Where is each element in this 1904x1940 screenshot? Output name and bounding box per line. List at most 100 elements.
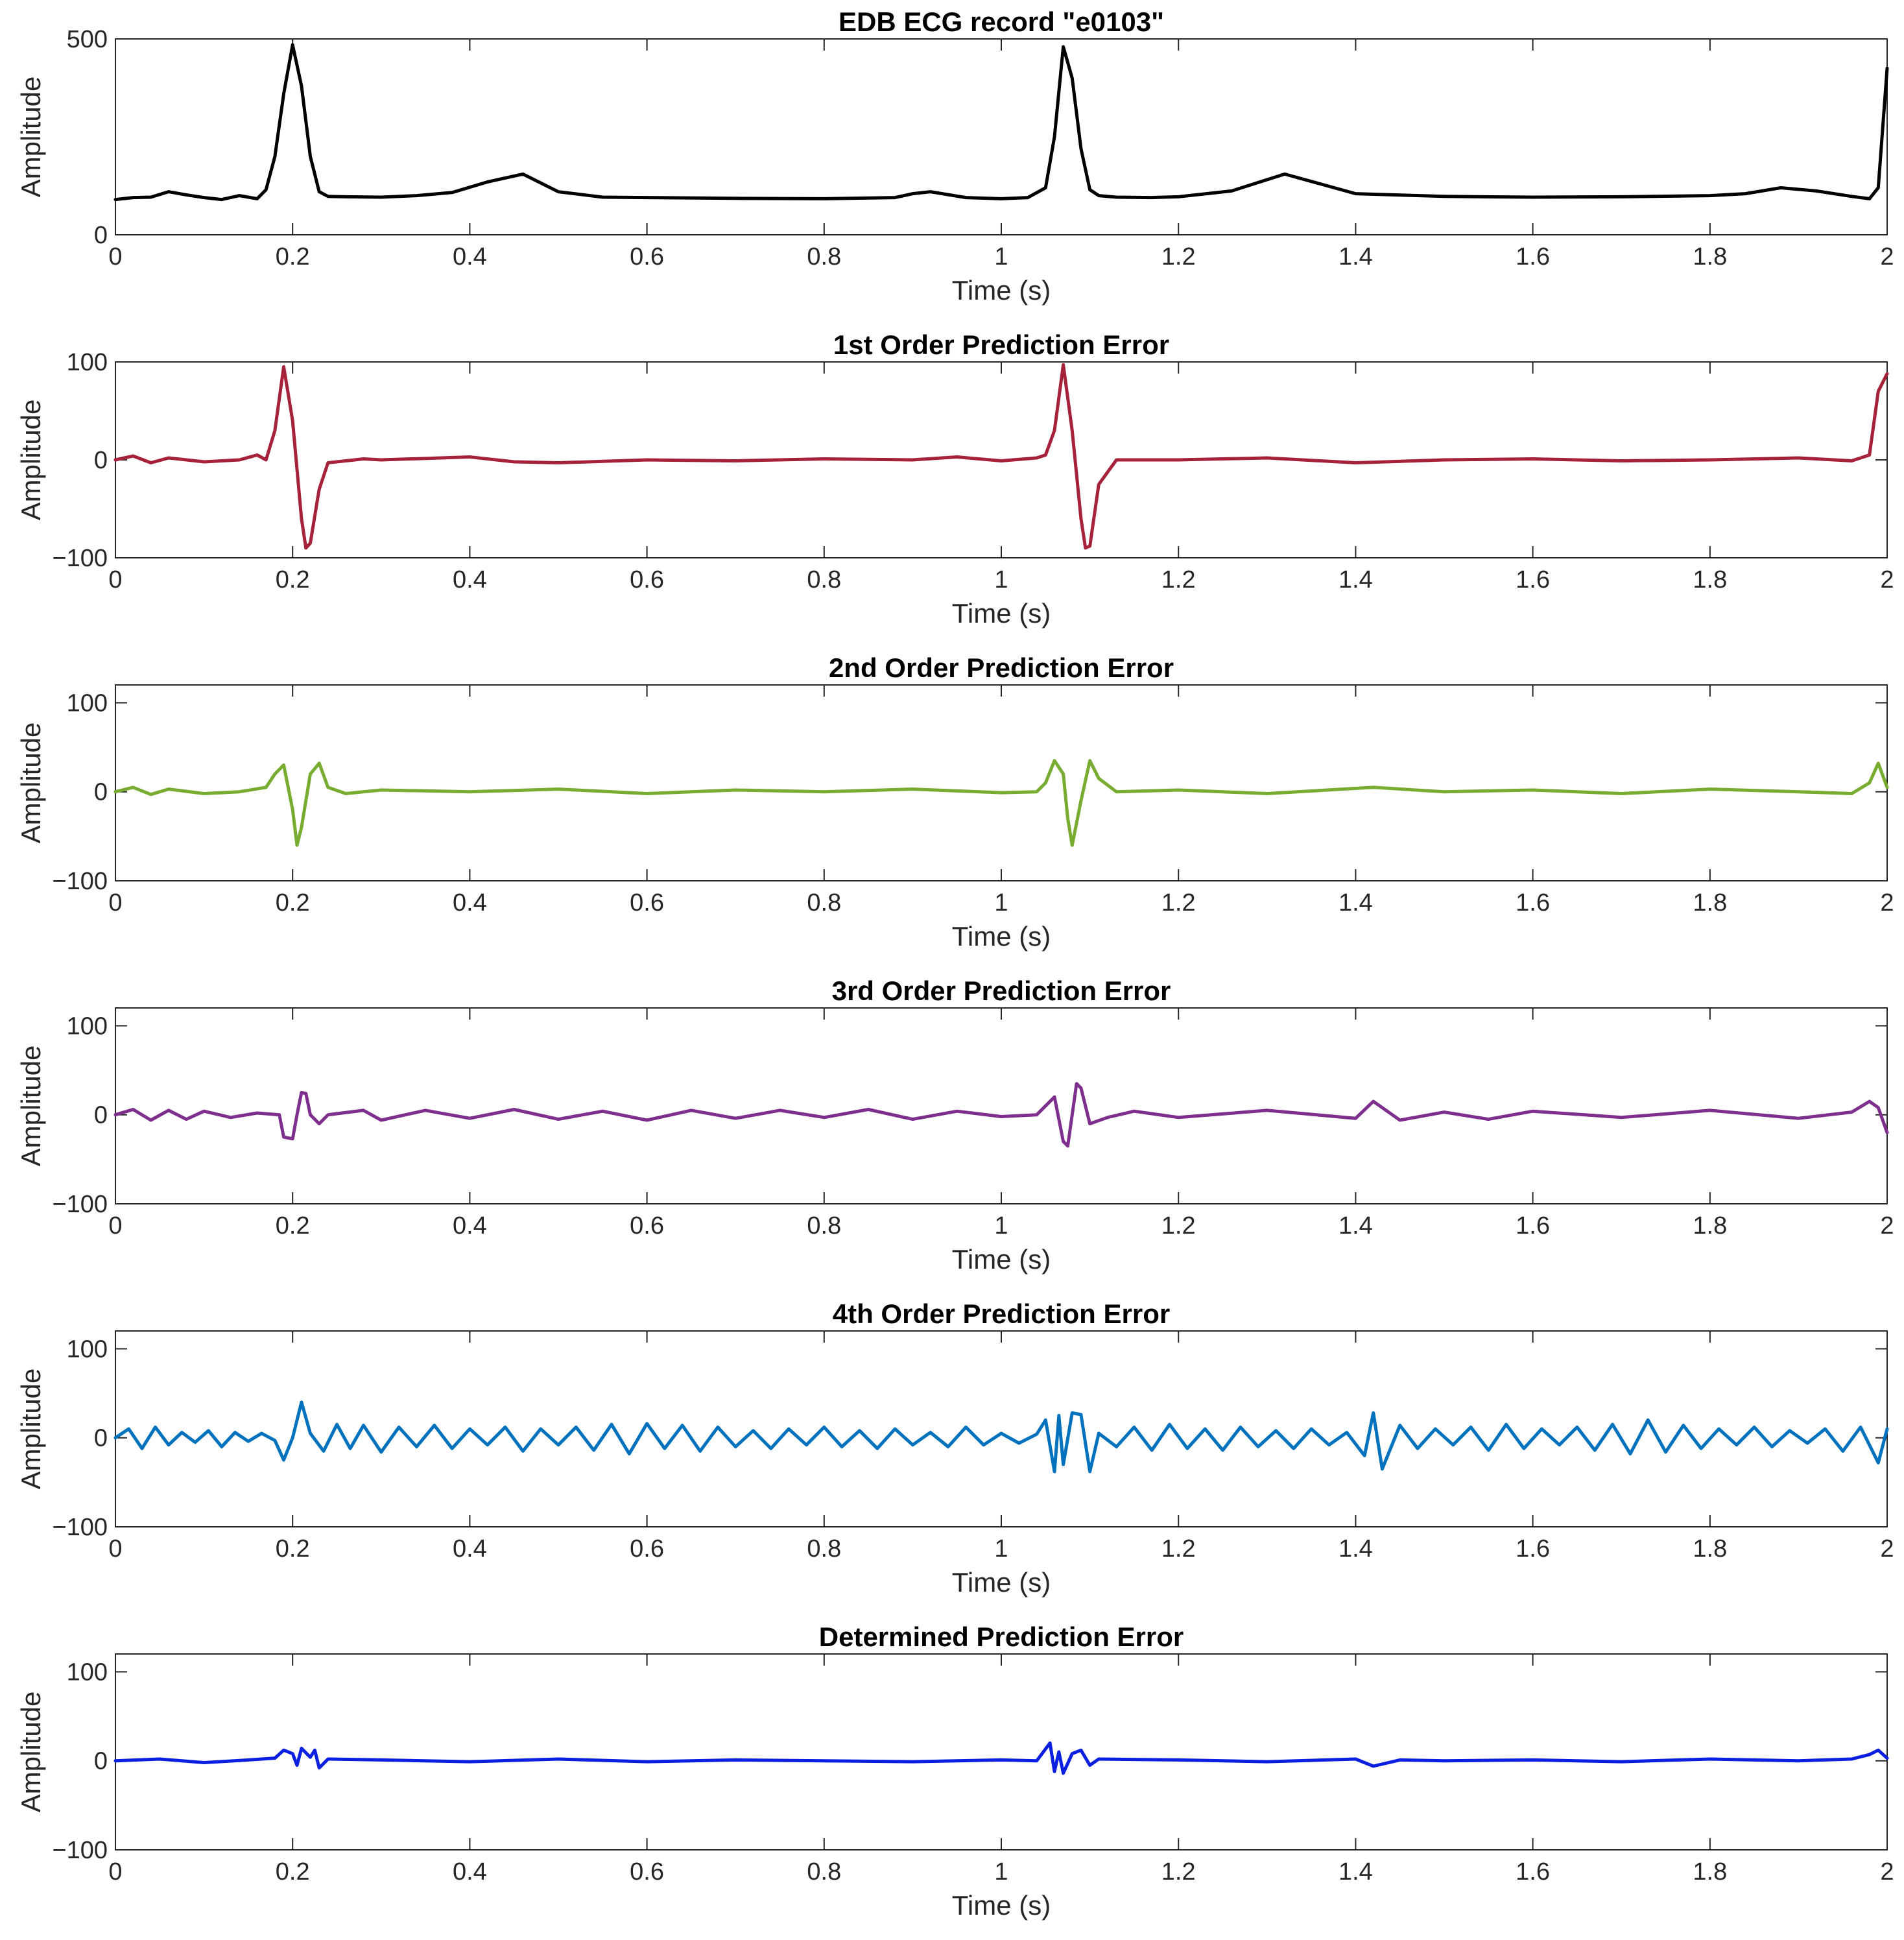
x-axis-label: Time (s)	[952, 921, 1051, 952]
x-tick-label: 1.6	[1516, 1858, 1550, 1886]
x-tick-label: 0.2	[276, 1212, 310, 1239]
x-tick-label: 1	[994, 1858, 1008, 1886]
x-tick-label: 2	[1880, 1535, 1894, 1563]
x-tick-label: 1.2	[1161, 889, 1196, 916]
y-tick-label: 100	[67, 1659, 108, 1686]
y-tick-label: 100	[67, 349, 108, 376]
panel-title: EDB ECG record "e0103"	[839, 6, 1164, 37]
x-tick-label: 1.4	[1339, 889, 1373, 916]
series-line-e2	[113, 759, 1889, 847]
x-tick-label: 1.4	[1339, 1535, 1373, 1563]
y-tick-label: −100	[52, 1837, 108, 1864]
panel-title: 3rd Order Prediction Error	[832, 976, 1171, 1006]
x-tick-label: 1.2	[1161, 1858, 1196, 1886]
panel-title: 4th Order Prediction Error	[833, 1299, 1170, 1329]
x-tick-label: 0.6	[630, 1535, 664, 1563]
y-tick-label: 0	[94, 779, 108, 806]
x-tick-label: 0.2	[276, 243, 310, 270]
panel-6: Determined Prediction Error 0 0.2 0.4 0.6 0.8…	[16, 1622, 1894, 1921]
series-line-e1	[113, 363, 1889, 550]
axes-box	[115, 684, 1888, 881]
x-tick-label: 0	[108, 1858, 122, 1886]
x-tick-label: 0.6	[630, 243, 664, 270]
series-line-ed	[113, 1741, 1889, 1775]
y-tick-label: −100	[52, 1191, 108, 1218]
y-tick-label: −100	[52, 868, 108, 895]
x-tick-label: 1	[994, 566, 1008, 593]
panel-title: Determined Prediction Error	[819, 1622, 1184, 1652]
y-axis-label: Amplitude	[16, 1046, 46, 1167]
series-line-e4	[113, 1400, 1889, 1474]
x-tick-label: 1	[994, 243, 1008, 270]
x-tick-label: 1.8	[1693, 1858, 1727, 1886]
x-tick-label: 1.6	[1516, 566, 1550, 593]
axes-box	[115, 1653, 1888, 1850]
panel-1: EDB ECG record "e0103" 0 0.2 0.4 0.6 0.8 1 1.2 1…	[16, 6, 1894, 305]
x-tick-label: 1.6	[1516, 1212, 1550, 1239]
x-tick-label: 1.4	[1339, 1858, 1373, 1886]
panel-title: 2nd Order Prediction Error	[829, 653, 1174, 683]
x-axis-label: Time (s)	[952, 1244, 1051, 1275]
x-tick-label: 0.6	[630, 1858, 664, 1886]
x-tick-label: 2	[1880, 1858, 1894, 1886]
series-line-e3	[113, 1082, 1889, 1148]
x-tick-label: 0	[108, 1535, 122, 1563]
x-tick-label: 1.8	[1693, 566, 1727, 593]
x-tick-label: 1.8	[1693, 243, 1727, 270]
x-tick-label: 1.2	[1161, 243, 1196, 270]
y-tick-label: 0	[94, 447, 108, 474]
y-axis-label: Amplitude	[16, 77, 46, 198]
series-line-ECG	[113, 43, 1889, 202]
panel-3: 2nd Order Prediction Error 0 0.2 0.4 0.6 0.8 1…	[16, 653, 1894, 952]
x-tick-label: 0.4	[453, 1535, 487, 1563]
x-tick-label: 1.8	[1693, 1535, 1727, 1563]
x-tick-label: 0	[108, 243, 122, 270]
x-tick-label: 0.6	[630, 889, 664, 916]
panel-2: 1st Order Prediction Error 0 0.2 0.4 0.6 0.8 1…	[16, 329, 1894, 629]
y-axis-label: Amplitude	[16, 723, 46, 844]
y-tick-label: 0	[94, 1748, 108, 1775]
panel-5: 4th Order Prediction Error 0 0.2 0.4 0.6 0.8 1…	[16, 1299, 1894, 1598]
y-tick-label: −100	[52, 545, 108, 572]
y-tick-label: 0	[94, 1425, 108, 1452]
x-tick-label: 0.4	[453, 1212, 487, 1239]
x-tick-label: 2	[1880, 1212, 1894, 1239]
x-tick-label: 1.8	[1693, 889, 1727, 916]
x-tick-label: 1	[994, 889, 1008, 916]
x-axis-label: Time (s)	[952, 1567, 1051, 1598]
x-tick-label: 1.6	[1516, 889, 1550, 916]
x-tick-label: 2	[1880, 889, 1894, 916]
panel-title: 1st Order Prediction Error	[833, 329, 1169, 360]
y-tick-label: 100	[67, 1335, 108, 1363]
x-tick-label: 2	[1880, 566, 1894, 593]
x-tick-label: 2	[1880, 243, 1894, 270]
x-tick-label: 1.4	[1339, 243, 1373, 270]
x-tick-label: 0.8	[807, 1212, 841, 1239]
y-tick-label: −100	[52, 1514, 108, 1541]
x-tick-label: 1	[994, 1535, 1008, 1563]
x-tick-label: 0.2	[276, 889, 310, 916]
x-tick-label: 0	[108, 889, 122, 916]
x-tick-label: 0	[108, 566, 122, 593]
axes-box	[115, 38, 1888, 235]
panel-4: 3rd Order Prediction Error 0 0.2 0.4 0.6 0.8 1…	[16, 976, 1894, 1275]
axes-box	[115, 1007, 1888, 1204]
x-tick-label: 0.4	[453, 566, 487, 593]
x-axis-label: Time (s)	[952, 275, 1051, 305]
x-tick-label: 0.6	[630, 566, 664, 593]
x-tick-label: 0.2	[276, 1858, 310, 1886]
y-axis-label: Amplitude	[16, 1369, 46, 1490]
x-tick-label: 0.8	[807, 566, 841, 593]
x-tick-label: 1.8	[1693, 1212, 1727, 1239]
x-tick-label: 0.2	[276, 566, 310, 593]
y-tick-label: 0	[94, 1102, 108, 1129]
y-axis-label: Amplitude	[16, 400, 46, 521]
x-tick-label: 0.4	[453, 243, 487, 270]
y-tick-label: 100	[67, 1012, 108, 1040]
axes-box	[115, 1330, 1888, 1527]
x-tick-label: 1.2	[1161, 566, 1196, 593]
x-tick-label: 1.2	[1161, 1212, 1196, 1239]
x-tick-label: 0	[108, 1212, 122, 1239]
x-tick-label: 0.8	[807, 1858, 841, 1886]
